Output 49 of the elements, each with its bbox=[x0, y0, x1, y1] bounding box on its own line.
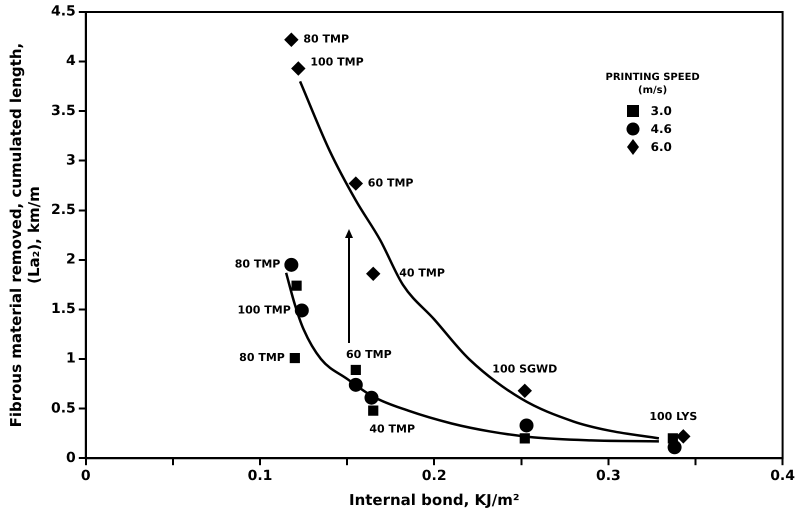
point bbox=[668, 433, 678, 444]
annotation: 60 TMP bbox=[346, 348, 392, 361]
point bbox=[676, 429, 690, 444]
y-axis-title: Fibrous material removed, cumulated length, (La₂), km/m bbox=[6, 42, 43, 428]
point bbox=[291, 62, 306, 76]
point bbox=[368, 406, 378, 416]
point bbox=[518, 384, 532, 398]
annotation: 100 SGWD bbox=[492, 362, 558, 376]
annotation: 60 TMP bbox=[368, 176, 414, 190]
x-tick-label: 0 bbox=[80, 468, 91, 484]
point bbox=[364, 390, 378, 405]
point bbox=[284, 32, 298, 47]
point bbox=[520, 418, 534, 432]
legend-label: 3.0 bbox=[650, 104, 672, 118]
x-tick-label: 0.4 bbox=[770, 468, 796, 484]
legend-label: 4.6 bbox=[650, 122, 672, 136]
annotation: 100 TMP bbox=[237, 303, 291, 316]
x-axis-title: Internal bond, KJ/m² bbox=[348, 490, 520, 509]
y-tick-label: 1.5 bbox=[50, 301, 76, 318]
y-tick-label: 2 bbox=[66, 252, 76, 268]
annotation: 100 TMP bbox=[310, 55, 364, 68]
point bbox=[291, 280, 302, 291]
x-tick-label: 0.1 bbox=[248, 468, 272, 484]
point bbox=[350, 364, 361, 376]
annotation: 40 TMP bbox=[369, 422, 416, 436]
legend-title: PRINTING SPEED (m/s) bbox=[604, 72, 701, 97]
point bbox=[284, 258, 298, 272]
annotation: 80 TMP bbox=[303, 32, 350, 46]
x-tick-label: 0.2 bbox=[422, 468, 447, 484]
legend-label: 6.0 bbox=[650, 140, 672, 154]
y-tick-label: 4.5 bbox=[50, 4, 76, 20]
y-tick-label: 0.5 bbox=[50, 400, 76, 416]
annotation: 80 TMP bbox=[239, 350, 285, 364]
y-tick-label: 0 bbox=[66, 450, 76, 466]
y-tick-label: 2.5 bbox=[50, 202, 76, 218]
y-tick-label: 1 bbox=[66, 350, 76, 367]
x-tick-label: 0.3 bbox=[596, 468, 621, 484]
point bbox=[520, 433, 530, 444]
y-tick-label: 4 bbox=[66, 53, 76, 70]
annotation: 80 TMP bbox=[234, 258, 280, 271]
y-tick-label: 3.5 bbox=[50, 102, 76, 119]
point bbox=[348, 378, 363, 392]
point bbox=[348, 176, 363, 191]
point bbox=[366, 266, 380, 281]
annotation: 100 LYS bbox=[649, 410, 698, 424]
annotation: 40 TMP bbox=[399, 266, 445, 280]
y-tick-label: 3 bbox=[66, 152, 76, 168]
point bbox=[290, 352, 300, 364]
point bbox=[294, 303, 309, 318]
